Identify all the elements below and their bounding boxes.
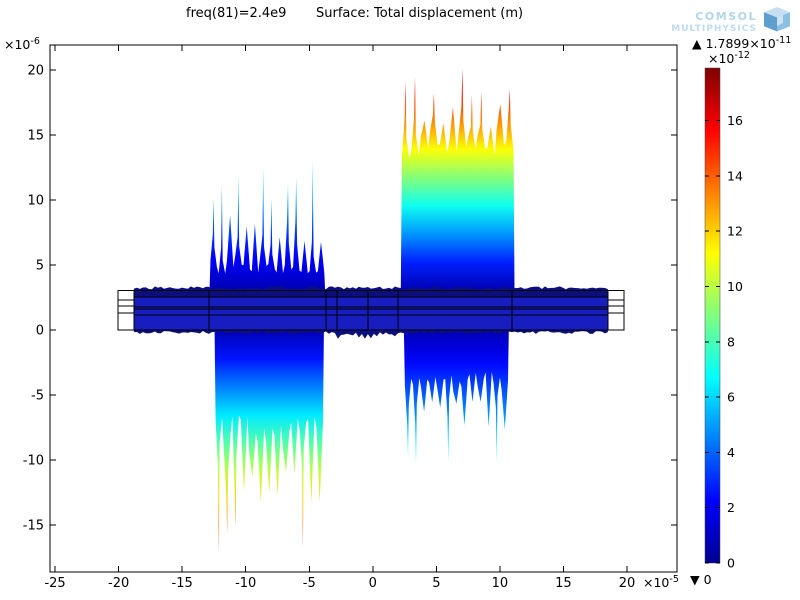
displacement-region-right-lower [403, 330, 509, 466]
colorbar-tick-label: 2 [727, 500, 735, 515]
x-tick-label: -5 [303, 576, 316, 591]
colorbar [704, 67, 721, 564]
device-end-cap [117, 289, 135, 331]
displacement-region-left-lower [214, 330, 324, 554]
colorbar-tick-label: 10 [727, 279, 743, 294]
device-end-cap [607, 289, 625, 331]
colorbar-max-label: ▲ 1.7899×10-11 [692, 35, 791, 51]
y-tick-label: -5 [31, 389, 44, 404]
colorbar-tick-label: 4 [727, 445, 735, 460]
displacement-region-left-upper [209, 159, 326, 291]
bar-noise-bottom [133, 330, 608, 339]
colorbar-tick-label: 8 [727, 334, 735, 349]
x-tick-label: 0 [369, 576, 377, 591]
y-tick-label: 15 [27, 129, 44, 144]
x-tick-label: 15 [555, 576, 572, 591]
bar-noise-top [133, 286, 608, 291]
displacement-region-right-upper [400, 68, 515, 291]
colorbar-tick-label: 12 [727, 224, 743, 239]
plot-frame [49, 44, 678, 573]
device-bar-top-band [133, 290, 608, 297]
colorbar-tick-label: 16 [727, 113, 743, 128]
plot-area: -25 -20 -15 -10 -5 0 5 10 15 20 20 15 10 5 0 -5 -10 -15 0 2… [23, 44, 743, 591]
y-axis-exponent-label: ×10-6 [4, 36, 40, 52]
logo-text-comsol: COMSOL [695, 10, 757, 23]
x-axis-exponent-label: ×10-5 [643, 574, 679, 590]
comsol-cube-icon [764, 7, 790, 32]
x-tick-label: -10 [235, 576, 256, 591]
y-tick-label: 10 [27, 194, 44, 209]
colorbar-min-label: ▼ 0 [690, 572, 712, 587]
plot-title-parameter: freq(81)=2.4e9 [186, 6, 286, 21]
logo-text-multiphysics: MULTIPHYSICS [671, 24, 757, 34]
colorbar-unit-label: ×10-12 [708, 50, 750, 66]
colorbar-tick-label: 6 [727, 390, 735, 405]
colorbar-tick-label: 0 [727, 556, 735, 571]
x-tick-label: 10 [492, 576, 509, 591]
x-tick-label: 20 [619, 576, 636, 591]
y-tick-label: 20 [27, 64, 44, 79]
x-tick-label: 5 [432, 576, 440, 591]
y-tick-label: 0 [36, 324, 44, 339]
y-tick-label: -15 [23, 519, 44, 534]
x-tick-label: -15 [172, 576, 193, 591]
plot-title-description: Surface: Total displacement (m) [316, 6, 523, 21]
y-tick-label: -10 [23, 454, 44, 469]
x-tick-label: -20 [108, 576, 129, 591]
x-tick-label: -25 [44, 576, 65, 591]
comsol-logo: COMSOL MULTIPHYSICS [671, 7, 790, 34]
colorbar-tick-label: 14 [727, 168, 743, 183]
y-tick-label: 5 [36, 259, 44, 274]
